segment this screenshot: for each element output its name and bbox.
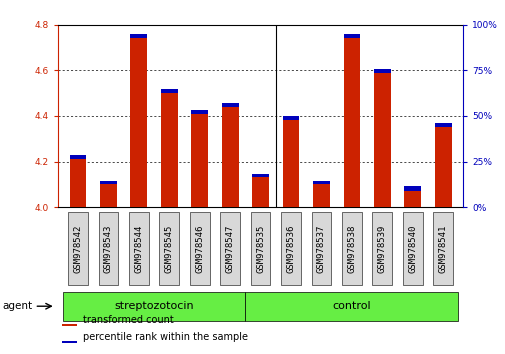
Text: control: control: [332, 301, 371, 310]
Text: streptozotocin: streptozotocin: [114, 301, 193, 310]
Text: GSM978545: GSM978545: [165, 224, 173, 273]
FancyBboxPatch shape: [341, 212, 361, 285]
FancyBboxPatch shape: [68, 212, 88, 285]
Bar: [343, 39, 360, 207]
Text: GSM978535: GSM978535: [256, 224, 265, 273]
FancyBboxPatch shape: [129, 212, 148, 285]
Bar: [70, 155, 86, 159]
Bar: [221, 107, 238, 207]
Bar: [403, 186, 420, 191]
Bar: [191, 109, 208, 114]
Bar: [161, 89, 177, 93]
Text: GSM978538: GSM978538: [347, 224, 356, 273]
Bar: [191, 114, 208, 207]
Bar: [282, 120, 299, 207]
Text: agent: agent: [3, 301, 33, 311]
Text: GSM978547: GSM978547: [225, 224, 234, 273]
FancyBboxPatch shape: [402, 212, 422, 285]
FancyBboxPatch shape: [98, 212, 118, 285]
Text: GSM978540: GSM978540: [408, 224, 417, 273]
Bar: [343, 34, 360, 39]
Text: GSM978544: GSM978544: [134, 224, 143, 273]
Text: GSM978541: GSM978541: [438, 224, 447, 273]
FancyBboxPatch shape: [63, 292, 245, 321]
FancyBboxPatch shape: [220, 212, 239, 285]
FancyBboxPatch shape: [245, 292, 458, 321]
Bar: [62, 342, 77, 343]
Text: percentile rank within the sample: percentile rank within the sample: [83, 332, 247, 342]
Bar: [62, 324, 77, 326]
Text: transformed count: transformed count: [83, 315, 173, 325]
Bar: [373, 69, 390, 73]
FancyBboxPatch shape: [250, 212, 270, 285]
FancyBboxPatch shape: [281, 212, 300, 285]
FancyBboxPatch shape: [311, 212, 331, 285]
Bar: [313, 181, 329, 184]
FancyBboxPatch shape: [432, 212, 452, 285]
FancyBboxPatch shape: [372, 212, 391, 285]
Bar: [313, 184, 329, 207]
FancyBboxPatch shape: [159, 212, 179, 285]
Bar: [373, 73, 390, 207]
Bar: [403, 191, 420, 207]
Text: GSM978542: GSM978542: [73, 224, 82, 273]
Bar: [130, 34, 147, 39]
Bar: [434, 127, 450, 207]
Text: GSM978539: GSM978539: [377, 224, 386, 273]
Bar: [100, 181, 117, 184]
Bar: [251, 177, 269, 207]
FancyBboxPatch shape: [189, 212, 209, 285]
Bar: [100, 184, 117, 207]
Bar: [282, 116, 299, 120]
Bar: [434, 123, 450, 127]
Bar: [130, 39, 147, 207]
Text: GSM978537: GSM978537: [316, 224, 325, 273]
Bar: [161, 93, 177, 207]
Text: GSM978546: GSM978546: [195, 224, 204, 273]
Text: GSM978536: GSM978536: [286, 224, 295, 273]
Text: GSM978543: GSM978543: [104, 224, 113, 273]
Bar: [221, 103, 238, 107]
Bar: [70, 159, 86, 207]
Bar: [251, 174, 269, 177]
